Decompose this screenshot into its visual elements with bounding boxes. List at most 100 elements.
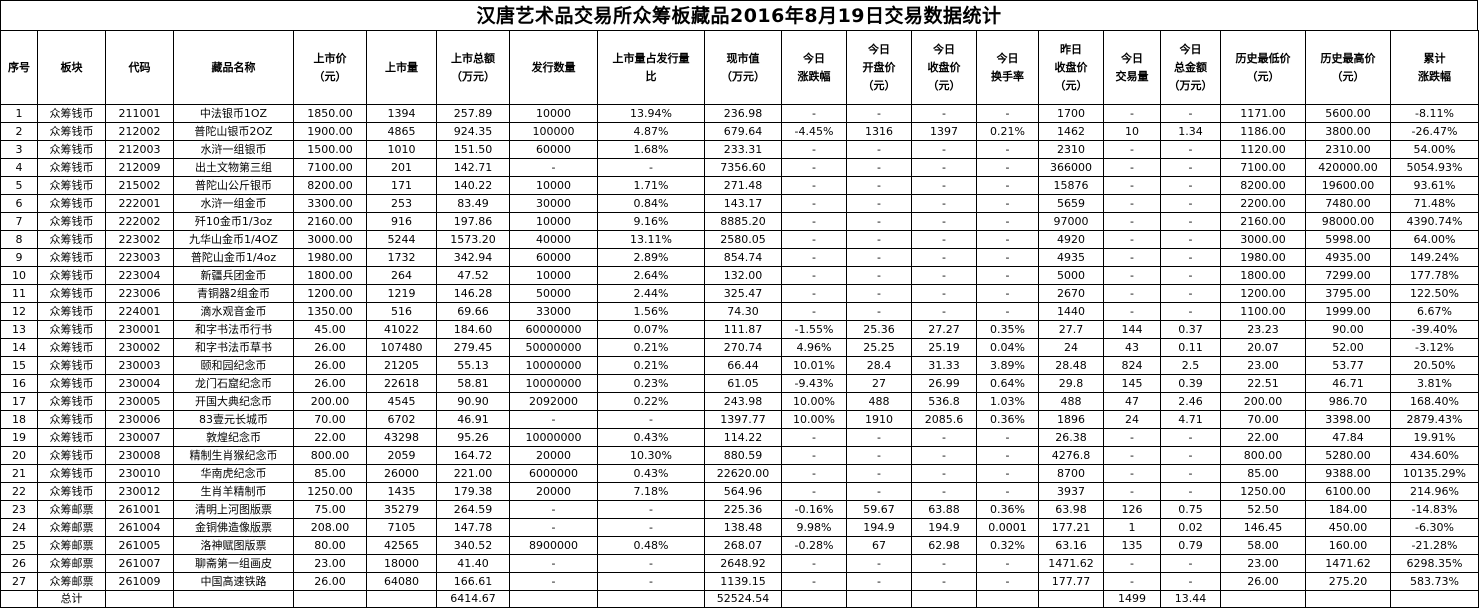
table-cell: 85.00	[293, 464, 367, 483]
table-cell: -	[781, 158, 847, 177]
table-cell: 230008	[105, 446, 174, 465]
table-cell: -	[976, 230, 1039, 249]
table-cell: 生肖羊精制币	[173, 482, 294, 501]
table-cell: 8885.20	[704, 212, 782, 231]
table-cell: 众筹钱币	[37, 356, 106, 375]
total-cell	[1390, 590, 1479, 608]
table-cell: 众筹钱币	[37, 464, 106, 483]
table-cell: 1	[1103, 518, 1161, 537]
table-cell: 众筹钱币	[37, 158, 106, 177]
table-cell: 257.89	[436, 104, 510, 123]
table-cell: -	[509, 500, 598, 519]
table-cell: 7480.00	[1305, 194, 1391, 213]
table-cell: -	[911, 158, 977, 177]
table-cell: 52.50	[1220, 500, 1306, 519]
table-cell: 22.00	[293, 428, 367, 447]
table-cell: -	[1103, 158, 1161, 177]
table-cell: -	[1160, 302, 1221, 321]
table-cell: 243.98	[704, 392, 782, 411]
table-cell: 171	[366, 176, 437, 195]
column-header: 现市值 （万元）	[704, 30, 782, 105]
table-row: 20 众筹钱币 230008 精制生肖猴纪念币 800.00 2059 164.72 2000…	[0, 446, 1479, 465]
table-cell: 83壹元长城币	[173, 410, 294, 429]
table-cell: 434.60%	[1390, 446, 1479, 465]
table-cell: 420000.00	[1305, 158, 1391, 177]
table-cell: 986.70	[1305, 392, 1391, 411]
table-cell: 58.81	[436, 374, 510, 393]
table-cell: -	[976, 464, 1039, 483]
table-row: 16 众筹钱币 230004 龙门石窟纪念币 26.00 22618 58.81 100000…	[0, 374, 1479, 393]
table-cell: 3795.00	[1305, 284, 1391, 303]
table-cell: -	[846, 572, 912, 591]
table-cell: 6100.00	[1305, 482, 1391, 501]
table-cell: 4920	[1038, 230, 1104, 249]
table-cell: 1471.62	[1038, 554, 1104, 573]
table-cell: 2160.00	[1220, 212, 1306, 231]
table-cell: 0.37	[1160, 320, 1221, 339]
table-cell: 7.18%	[597, 482, 705, 501]
table-row: 26 众筹邮票 261007 聊斋第一组画皮 23.00 18000 41.40- -2648…	[0, 554, 1479, 573]
table-cell: -	[597, 554, 705, 573]
table-cell: 69.66	[436, 302, 510, 321]
table-row: 12 众筹钱币 224001 滴水观音金币 1350.00 516 69.66 33000 1.…	[0, 302, 1479, 321]
table-cell: 20.07	[1220, 338, 1306, 357]
table-cell: 5280.00	[1305, 446, 1391, 465]
table-cell: 47.84	[1305, 428, 1391, 447]
table-cell: -	[509, 554, 598, 573]
table-cell: 271.48	[704, 176, 782, 195]
table-cell: 13	[0, 320, 38, 339]
table-cell: -	[976, 158, 1039, 177]
table-cell: 1219	[366, 284, 437, 303]
table-cell: 222002	[105, 212, 174, 231]
table-cell: 众筹钱币	[37, 392, 106, 411]
table-cell: 223004	[105, 266, 174, 285]
table-cell: 0.75	[1160, 500, 1221, 519]
table-cell: 230004	[105, 374, 174, 393]
table-cell: 0.02	[1160, 518, 1221, 537]
column-header: 累计 涨跌幅	[1390, 30, 1479, 105]
table-cell: 2879.43%	[1390, 410, 1479, 429]
table-cell: -	[911, 194, 977, 213]
table-cell: 22.00	[1220, 428, 1306, 447]
table-cell: -	[1160, 104, 1221, 123]
table-cell: 14	[0, 338, 38, 357]
table-cell: -	[976, 140, 1039, 159]
table-cell: 1.34	[1160, 122, 1221, 141]
table-cell: -	[911, 302, 977, 321]
table-cell: -	[781, 464, 847, 483]
data-table: 序号 板块 代码 藏品名称 上市价 （元） 上市量 上市总额 （万元） 发行数量 上市量占发行量…	[0, 30, 1479, 608]
table-cell: 众筹钱币	[37, 320, 106, 339]
table-cell: 4	[0, 158, 38, 177]
table-cell: 普陀山银币2OZ	[173, 122, 294, 141]
table-cell: 2310	[1038, 140, 1104, 159]
table-cell: 177.77	[1038, 572, 1104, 591]
table-cell: 27.7	[1038, 320, 1104, 339]
table-cell: 众筹钱币	[37, 302, 106, 321]
column-header: 序号	[0, 30, 38, 105]
table-cell: 19.91%	[1390, 428, 1479, 447]
table-row: 25 众筹邮票 261005 洛神赋图版票 80.00 42565 340.52 890000…	[0, 536, 1479, 555]
table-cell: -	[781, 554, 847, 573]
table-cell: 8900000	[509, 536, 598, 555]
total-cell	[105, 590, 174, 608]
table-cell: 146.28	[436, 284, 510, 303]
table-cell: 60000000	[509, 320, 598, 339]
table-cell: -	[976, 212, 1039, 231]
table-cell: 215002	[105, 176, 174, 195]
table-cell: 132.00	[704, 266, 782, 285]
table-cell: 和字书法币行书	[173, 320, 294, 339]
table-cell: 45.00	[293, 320, 367, 339]
table-cell: 2.44%	[597, 284, 705, 303]
table-cell: 26.99	[911, 374, 977, 393]
table-row: 6 众筹钱币 222001 水浒一组金币 3300.00 253 83.49 30000 0.8…	[0, 194, 1479, 213]
table-cell: 7105	[366, 518, 437, 537]
table-cell: 青铜器2组金币	[173, 284, 294, 303]
table-cell: 230003	[105, 356, 174, 375]
table-cell: 25	[0, 536, 38, 555]
table-cell: 3.89%	[976, 356, 1039, 375]
table-cell: 5000	[1038, 266, 1104, 285]
table-cell: 1250.00	[1220, 482, 1306, 501]
table-cell: -	[509, 572, 598, 591]
table-cell: 4.87%	[597, 122, 705, 141]
